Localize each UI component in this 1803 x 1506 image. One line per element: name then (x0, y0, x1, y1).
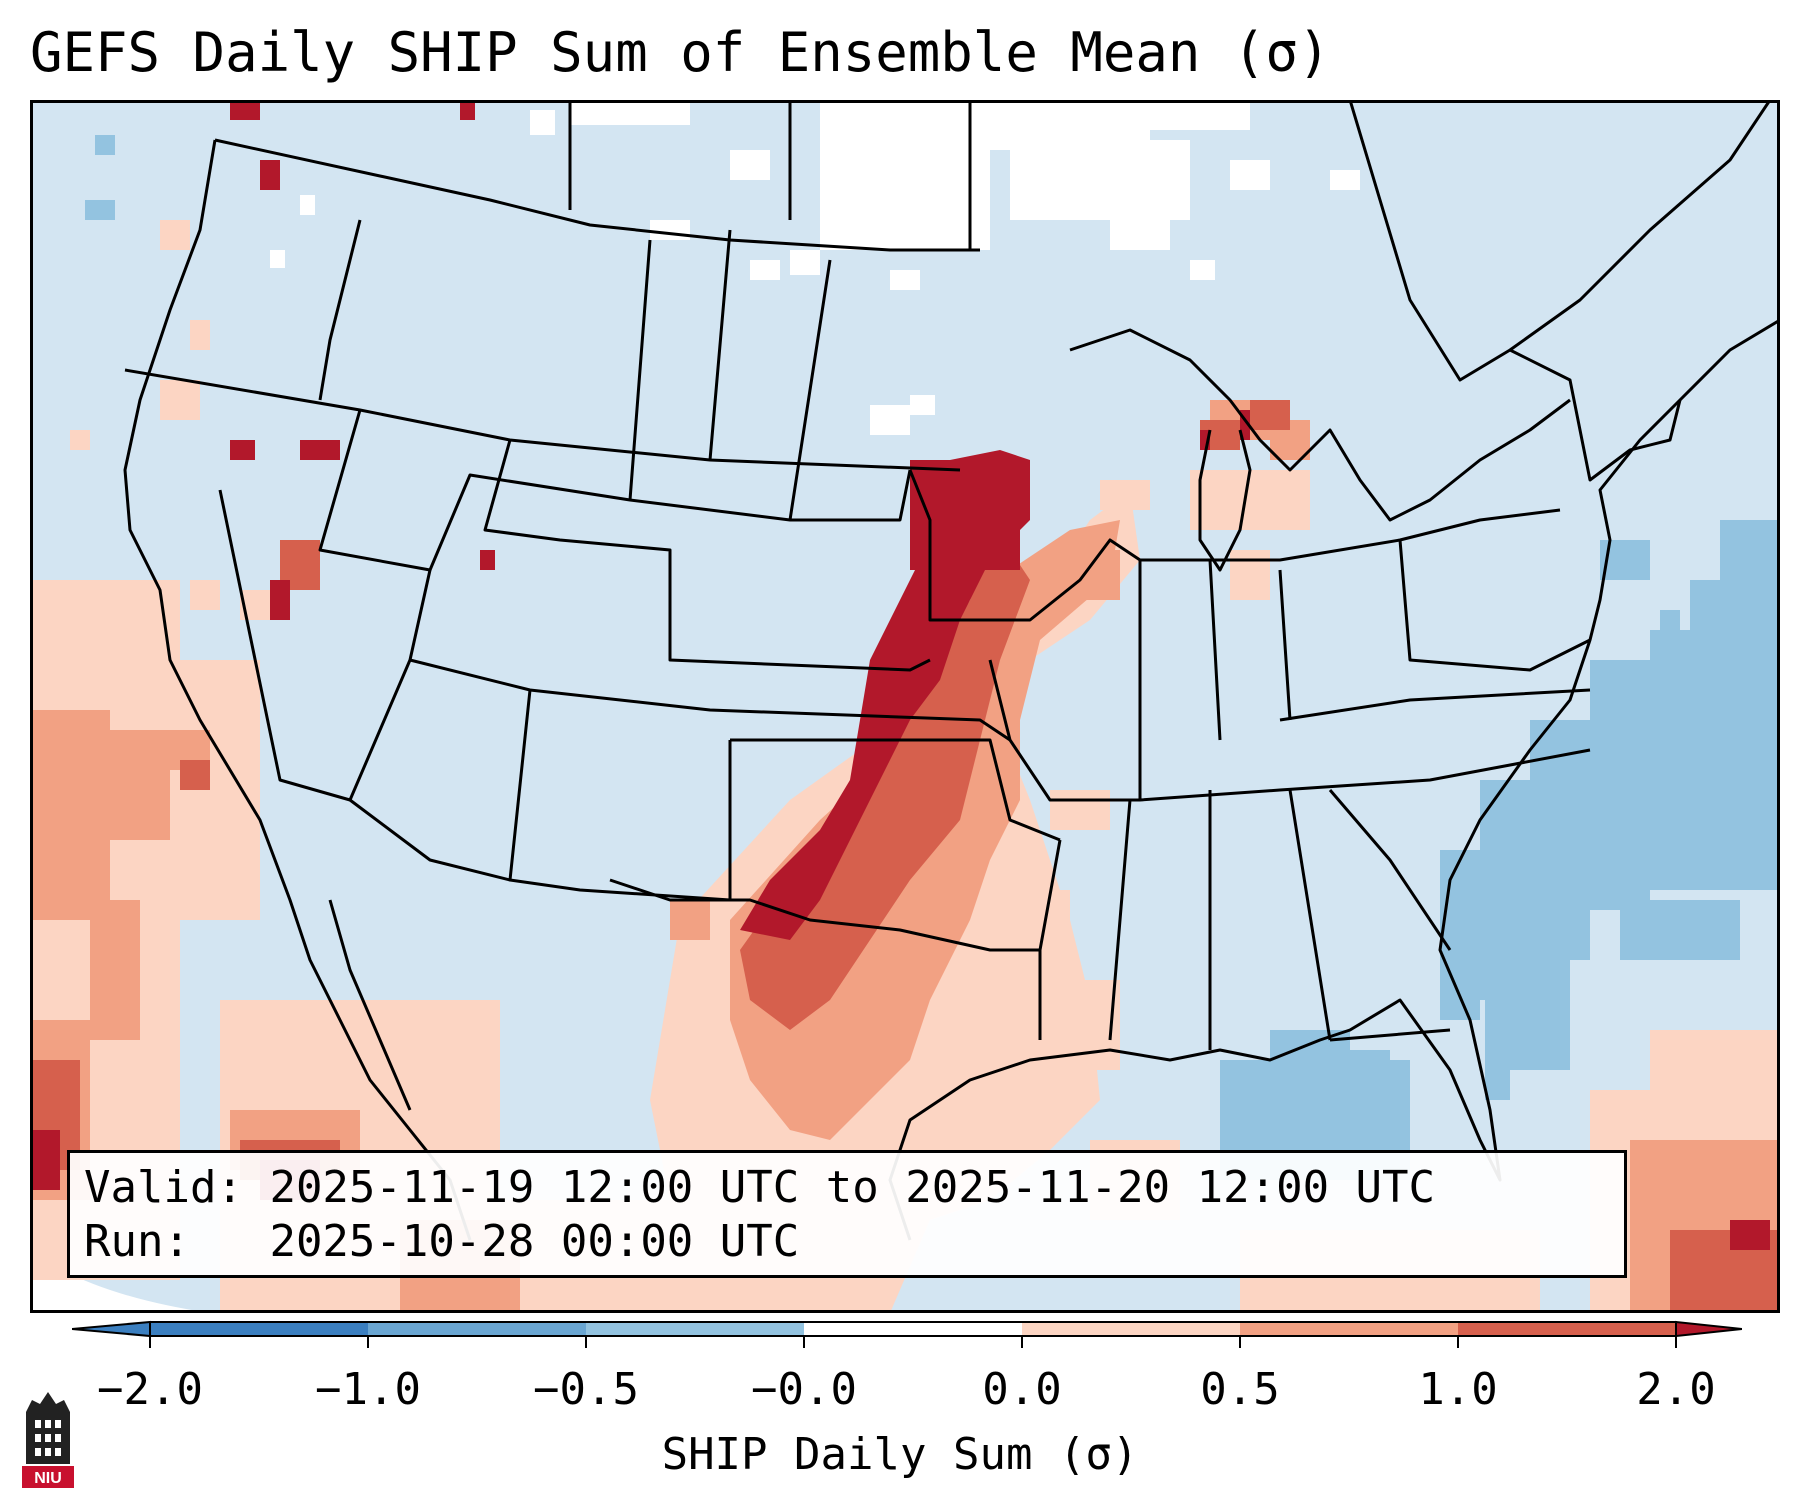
colorbar-bin-3 (586, 1322, 804, 1336)
colorbar-max-extend (1675, 1320, 1742, 1338)
state-line-20 (708, 229, 832, 521)
colorbar-tick-label: 0.0 (982, 1364, 1062, 1415)
colorbar-bin-1 (150, 1322, 368, 1336)
colorbar-tick-label: 0.5 (1200, 1364, 1280, 1415)
logo-text: NIU (34, 1470, 62, 1487)
colorbar-tick-label: −2.0 (97, 1364, 203, 1415)
state-line-17 (1398, 539, 1591, 672)
gulf-coast (888, 318, 1780, 1241)
niu-logo: NIU (22, 1392, 74, 1488)
colorbar-ticks (149, 1336, 1677, 1348)
state-line-5 (408, 569, 1011, 742)
colorbar-bin-5 (1022, 1322, 1240, 1336)
colorbar-tick-label: −0.5 (533, 1364, 639, 1415)
map-panel (30, 100, 1780, 1313)
valid-label: Valid: (84, 1162, 243, 1213)
state-line-13 (1108, 789, 1332, 1050)
state-line-23 (1509, 348, 1682, 482)
lake-michigan (1198, 429, 1252, 572)
colorbar-bin-7 (1458, 1322, 1676, 1336)
state-line-22 (568, 100, 972, 250)
colorbar-tick-label: 1.0 (1418, 1364, 1498, 1415)
map-title: GEFS Daily SHIP Sum of Ensemble Mean (σ) (30, 21, 1331, 84)
state-line-9 (730, 738, 1061, 842)
colorbar-label: SHIP Daily Sum (σ) (661, 1429, 1139, 1480)
colorbar-bin-6 (1240, 1322, 1458, 1336)
state-line-21 (628, 100, 792, 501)
state-line-1 (318, 219, 362, 401)
state-line-3 (318, 409, 912, 572)
colorbar-tick-label: 2.0 (1636, 1364, 1716, 1415)
colorbar-bin-2 (368, 1322, 586, 1336)
state-line-7 (508, 689, 732, 902)
state-line-24 (1348, 100, 1772, 382)
colorbar-tick-label: −1.0 (315, 1364, 421, 1415)
run-label: Run: (84, 1216, 243, 1267)
colorbar (72, 1320, 1742, 1348)
validity-info-box: Valid: 2025-11-19 12:00 UTC to 2025-11-2… (67, 1150, 1627, 1278)
great-lakes (1069, 328, 1571, 522)
state-line-8 (349, 798, 511, 882)
map-canvas (30, 100, 1780, 1313)
geographic-boundaries (123, 100, 1780, 1241)
pacific-coast (123, 139, 472, 1241)
colorbar-bin-4 (804, 1322, 1022, 1336)
baja-coast (328, 899, 412, 1111)
neutral-patches-canada (270, 100, 1360, 435)
canada-border (214, 138, 980, 252)
state-line-14 (1328, 789, 1452, 1042)
run-time: 2025-10-28 00:00 UTC (269, 1216, 800, 1267)
state-line-12 (1038, 839, 1062, 1040)
state-line-11 (609, 878, 1040, 952)
state-line-15 (1138, 559, 1292, 800)
projection-edge-left (30, 1250, 210, 1313)
colorbar-min-extend (72, 1320, 151, 1338)
map-frame (30, 100, 1780, 1313)
colorbar-tick-label: −0.0 (751, 1364, 857, 1415)
state-line-19 (908, 469, 1141, 622)
colorbar-outline (149, 1321, 1677, 1337)
state-line-18 (1279, 688, 1591, 722)
state-line-4 (483, 439, 931, 672)
state-line-6 (218, 489, 412, 802)
valid-time-range: 2025-11-19 12:00 UTC to 2025-11-20 12:00… (269, 1162, 1436, 1213)
